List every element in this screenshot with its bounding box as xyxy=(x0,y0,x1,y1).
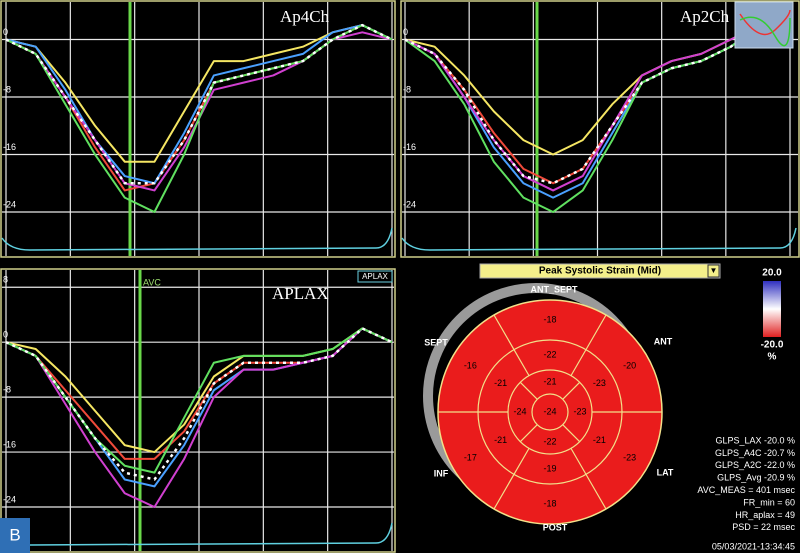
segment-value: -17 xyxy=(464,452,477,462)
stat-line: FR_min = 60 xyxy=(743,497,795,507)
segment-divider xyxy=(519,424,538,443)
strain-panel: 0 -8 -16 -24 Ap2Ch xyxy=(400,0,800,258)
stat-line: HR_aplax = 49 xyxy=(735,510,795,520)
strain-panel: 0 -8 -16 -24 Ap4Ch xyxy=(0,0,396,258)
segment-value: -19 xyxy=(543,463,556,473)
wall-label: ANT xyxy=(654,336,673,346)
segment-value: -20 xyxy=(623,360,636,370)
stat-line: PSD = 22 msec xyxy=(732,522,795,532)
y-tick-label: 0 xyxy=(3,330,8,340)
panel-title: Ap4Ch xyxy=(280,7,330,26)
segment-divider xyxy=(562,381,581,400)
panel-letter-box xyxy=(0,518,30,553)
avc-label: AVC xyxy=(143,277,161,287)
strain-curve xyxy=(404,16,791,192)
y-tick-label: -16 xyxy=(403,142,416,152)
segment-value: -23 xyxy=(593,378,606,388)
scale-min: -20.0 xyxy=(761,340,784,351)
thumbnail-curves xyxy=(739,16,791,47)
stat-line: GLPS_Avg -20.9 % xyxy=(717,473,795,483)
segment-divider xyxy=(562,424,581,443)
timestamp: 05/03/2021-13:34:45 xyxy=(712,541,795,551)
title-bar[interactable] xyxy=(479,263,721,279)
segment-value: -23 xyxy=(573,406,586,416)
stat-line: GLPS_A2C -22.0 % xyxy=(715,460,795,470)
stat-line: AVC_MEAS = 401 msec xyxy=(697,485,795,495)
segment-value: -18 xyxy=(543,314,556,324)
dropdown-button[interactable] xyxy=(707,264,720,278)
segment-value: -21 xyxy=(494,435,507,445)
y-tick-label: -16 xyxy=(3,142,16,152)
color-bar xyxy=(763,281,781,337)
segment-value: -18 xyxy=(543,498,556,508)
wall-label: SEPT xyxy=(424,337,448,347)
thumbnail-curves xyxy=(739,9,791,36)
segment-divider xyxy=(493,448,530,510)
strain-panel: 8 0 -8 -16 -24 APLAX APLAX AVC xyxy=(0,268,396,553)
scale-unit: % xyxy=(768,352,777,363)
strain-curve xyxy=(5,24,393,214)
strain-curve xyxy=(404,16,791,185)
wall-label: LAT xyxy=(657,467,674,477)
y-tick-label: -24 xyxy=(403,199,416,209)
y-tick-label: -8 xyxy=(403,84,411,94)
panel-frame xyxy=(400,0,800,258)
segment-divider xyxy=(519,381,538,400)
ring-line xyxy=(531,393,569,431)
segment-value: -21 xyxy=(543,376,556,386)
panel-letter: B xyxy=(9,525,20,544)
segment-divider xyxy=(570,314,607,376)
wall-label: ANT_SEPT xyxy=(530,284,578,294)
stat-line: GLPS_LAX -20.0 % xyxy=(715,435,795,445)
apex-value: -24 xyxy=(543,406,556,416)
y-tick-label: -8 xyxy=(3,84,11,94)
segment-value: -24 xyxy=(513,406,526,416)
segment-value: -22 xyxy=(543,436,556,446)
y-tick-label: 8 xyxy=(3,275,8,285)
panel-frame xyxy=(0,0,396,258)
y-tick-label: 0 xyxy=(3,27,8,37)
segment-value: -16 xyxy=(464,360,477,370)
segment-value: -23 xyxy=(623,452,636,462)
bullseye-title: Peak Systolic Strain (Mid) xyxy=(539,266,661,277)
y-tick-label: -8 xyxy=(3,384,11,394)
view-tag: APLAX xyxy=(362,272,388,281)
scale-max: 20.0 xyxy=(762,268,782,279)
segment-value: -21 xyxy=(494,378,507,388)
segment-value: -22 xyxy=(543,349,556,359)
y-tick-label: -24 xyxy=(3,199,16,209)
strain-curve xyxy=(5,24,393,185)
y-tick-label: 0 xyxy=(403,27,408,37)
panel-title: APLAX xyxy=(272,284,329,303)
segment-divider xyxy=(570,448,607,510)
segment-value: -21 xyxy=(593,435,606,445)
strain-curve xyxy=(5,327,393,481)
wall-label: INF xyxy=(434,468,449,478)
y-tick-label: -24 xyxy=(3,494,16,504)
view-tag-box xyxy=(357,270,393,283)
stat-line: GLPS_A4C -20.7 % xyxy=(715,448,795,458)
dropdown-arrow: ▼ xyxy=(710,266,718,275)
strain-curve xyxy=(5,327,393,508)
ecg-trace xyxy=(401,227,797,251)
wall-label: POST xyxy=(543,522,568,532)
panel-title: Ap2Ch xyxy=(680,7,730,26)
y-tick-label: -16 xyxy=(3,439,16,449)
ecg-trace xyxy=(1,227,393,251)
segment-divider xyxy=(493,314,530,376)
thumbnail xyxy=(734,1,794,49)
